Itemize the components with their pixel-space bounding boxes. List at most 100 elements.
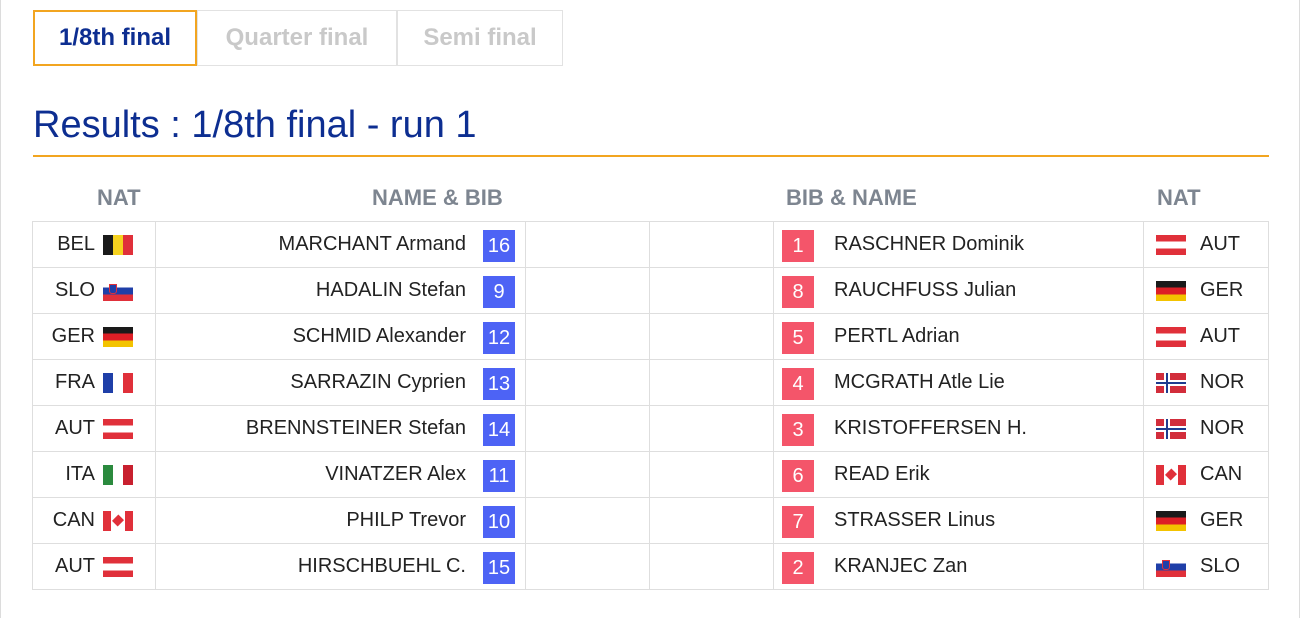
athlete-name[interactable]: PERTL Adrian (834, 325, 960, 347)
grid-line (1143, 268, 1144, 313)
header-name-bib: NAME & BIB (372, 185, 503, 210)
nat-cell-left: FRA (32, 360, 155, 405)
nat-code: SLO (1200, 555, 1241, 577)
table-row: AUT HIRSCHBUEHL C. 15 2 KRANJEC Zan SLO (32, 544, 1269, 590)
athlete-name[interactable]: RAUCHFUSS Julian (834, 279, 1017, 301)
grid-line (649, 406, 650, 451)
bib-badge: 1 (782, 230, 814, 262)
nat-cell-left: BEL (32, 222, 155, 267)
nat-code: FRA (55, 371, 95, 393)
athlete-name[interactable]: STRASSER Linus (834, 509, 996, 531)
grid-line (32, 360, 33, 405)
athlete-name[interactable]: BRENNSTEINER Stefan (245, 417, 466, 439)
athlete-name[interactable]: MCGRATH Atle Lie (834, 371, 1005, 393)
tab-quarter-final[interactable]: Quarter final (197, 10, 397, 66)
athlete-name[interactable]: VINATZER Alex (325, 463, 466, 485)
grid-line (649, 452, 650, 497)
grid-line (649, 222, 650, 267)
grid-line (1143, 544, 1144, 589)
flag-ger-icon (103, 326, 133, 347)
grid-line (649, 544, 650, 589)
grid-line (32, 452, 33, 497)
grid-line (773, 268, 774, 313)
bib-badge: 15 (483, 552, 515, 584)
grid-line (155, 222, 156, 267)
grid-line (1143, 222, 1144, 267)
tab-eighth-final[interactable]: 1/8th final (33, 10, 197, 66)
tab-semi-final[interactable]: Semi final (397, 10, 563, 66)
flag-can-icon (1156, 464, 1186, 485)
nat-code: AUT (1200, 233, 1240, 255)
nat-code: SLO (54, 279, 95, 301)
flag-slo-icon (103, 280, 133, 301)
grid-line (525, 406, 526, 451)
bib-badge: 14 (483, 414, 515, 446)
bib-badge: 10 (483, 506, 515, 538)
table-row: AUT BRENNSTEINER Stefan 14 3 KRISTOFFERSEN H… (32, 406, 1269, 452)
grid-line (32, 268, 33, 313)
nat-code: BEL (57, 233, 95, 255)
grid-line (1143, 498, 1144, 543)
athlete-name[interactable]: RASCHNER Dominik (834, 233, 1025, 255)
nat-code: NOR (1200, 371, 1245, 393)
athlete-name[interactable]: PHILP Trevor (346, 509, 466, 531)
grid-line (155, 406, 156, 451)
nat-cell-right: SLO (1144, 544, 1269, 589)
bib-badge: 5 (782, 322, 814, 354)
athlete-name[interactable]: HIRSCHBUEHL C. (297, 555, 466, 577)
athlete-name[interactable]: SCHMID Alexander (292, 325, 466, 347)
table-row: FRA SARRAZIN Cyprien 13 4 MCGRATH Atle Lie NO… (32, 360, 1269, 406)
table-row: BEL MARCHANT Armand 16 1 RASCHNER Dominik AUT (32, 222, 1269, 268)
grid-line (525, 314, 526, 359)
grid-line (773, 360, 774, 405)
grid-line (649, 268, 650, 313)
bib-badge: 12 (483, 322, 515, 354)
bib-badge: 16 (483, 230, 515, 262)
grid-line (1268, 452, 1269, 497)
grid-line (155, 360, 156, 405)
grid-line (1143, 452, 1144, 497)
grid-line (649, 360, 650, 405)
flag-ger-icon (1156, 280, 1186, 301)
grid-line (32, 498, 33, 543)
grid-line (525, 498, 526, 543)
nat-cell-left: CAN (32, 498, 155, 543)
grid-line (155, 314, 156, 359)
grid-line (773, 222, 774, 267)
nat-code: GER (51, 325, 95, 347)
nat-code: GER (1200, 279, 1244, 301)
athlete-name[interactable]: MARCHANT Armand (278, 233, 466, 255)
grid-line (32, 222, 33, 267)
nat-code: NOR (1200, 417, 1245, 439)
bib-badge: 6 (782, 460, 814, 492)
bib-badge: 4 (782, 368, 814, 400)
flag-ita-icon (103, 464, 133, 485)
nat-cell-left: GER (32, 314, 155, 359)
athlete-name[interactable]: KRANJEC Zan (834, 555, 968, 577)
nat-cell-left: ITA (32, 452, 155, 497)
nat-code: ITA (65, 463, 95, 485)
nat-cell-right: CAN (1144, 452, 1269, 497)
grid-line (1268, 360, 1269, 405)
flag-slo-icon (1156, 556, 1186, 577)
grid-line (773, 314, 774, 359)
athlete-name[interactable]: HADALIN Stefan (315, 279, 466, 301)
flag-fra-icon (103, 372, 133, 393)
grid-line (1143, 360, 1144, 405)
nat-cell-right: AUT (1144, 314, 1269, 359)
grid-line (525, 360, 526, 405)
bib-badge: 9 (483, 276, 515, 308)
athlete-name[interactable]: READ Erik (834, 463, 930, 485)
header-nat-right: NAT (1157, 185, 1201, 210)
athlete-name[interactable]: KRISTOFFERSEN H. (834, 417, 1027, 439)
grid-line (773, 498, 774, 543)
nat-code: GER (1200, 509, 1244, 531)
nat-code: CAN (1200, 463, 1243, 485)
bib-badge: 13 (483, 368, 515, 400)
bib-badge: 3 (782, 414, 814, 446)
table-row: SLO HADALIN Stefan 9 8 RAUCHFUSS Julian GER (32, 268, 1269, 314)
flag-nor-icon (1156, 418, 1186, 439)
grid-line (1268, 406, 1269, 451)
athlete-name[interactable]: SARRAZIN Cyprien (290, 371, 466, 393)
